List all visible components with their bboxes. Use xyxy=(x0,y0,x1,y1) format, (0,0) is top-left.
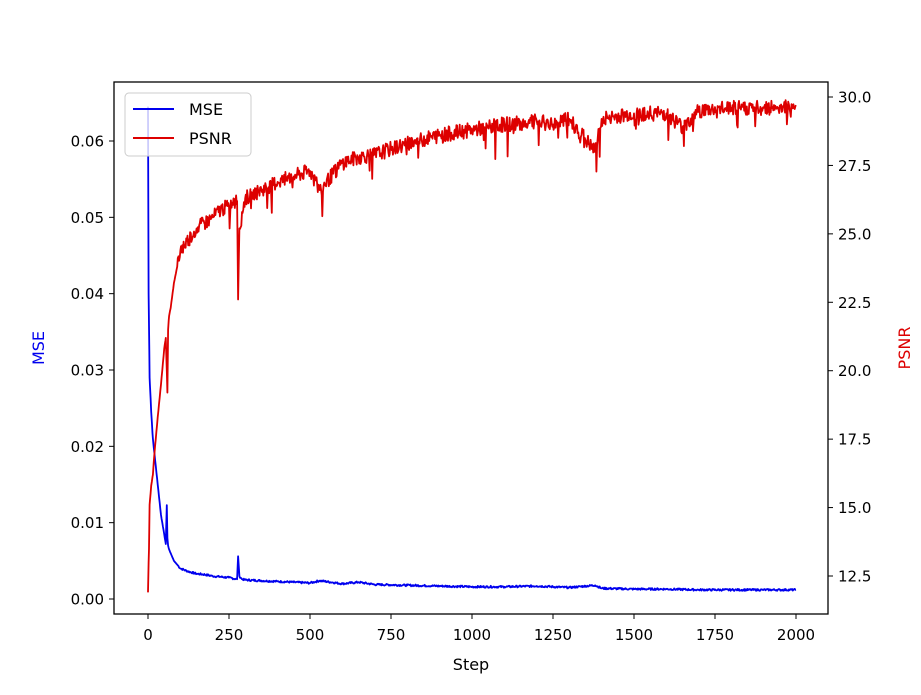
legend-mse-label: MSE xyxy=(189,100,223,119)
psnr-line xyxy=(147,99,797,593)
y-right-tick-label: 20.0 xyxy=(838,362,871,380)
x-tick-label: 750 xyxy=(377,626,406,644)
y-right-tick-label: 15.0 xyxy=(838,499,871,517)
y-right-tick-label: 12.5 xyxy=(838,568,871,586)
x-tick-label: 250 xyxy=(215,626,244,644)
x-tick-label: 0 xyxy=(143,626,153,644)
x-tick-label: 1750 xyxy=(696,626,734,644)
plot-frame xyxy=(113,81,829,615)
x-tick-label: 1250 xyxy=(534,626,572,644)
mse-line xyxy=(147,106,797,592)
y-left-tick-label: 0.06 xyxy=(71,133,104,151)
y-left-tick-label: 0.03 xyxy=(71,362,104,380)
series-layer xyxy=(147,99,797,593)
y-right-tick-label: 27.5 xyxy=(838,157,871,175)
y-right-tick-label: 25.0 xyxy=(838,225,871,243)
x-axis-label: Step xyxy=(453,655,489,674)
x-tick-label: 2000 xyxy=(777,626,815,644)
y-left-tick-label: 0.00 xyxy=(71,591,104,609)
x-axis: 0 250 500 750 1000 1250 1500 1750 2000 xyxy=(143,614,815,644)
y-right-tick-label: 22.5 xyxy=(838,294,871,312)
y-axis-left: 0.00 0.01 0.02 0.03 0.04 0.05 0.06 xyxy=(71,133,114,609)
legend-psnr-label: PSNR xyxy=(189,129,232,148)
x-tick-label: 1000 xyxy=(453,626,491,644)
legend: MSE PSNR xyxy=(124,92,252,157)
y-right-tick-label: 17.5 xyxy=(838,431,871,449)
y-left-tick-label: 0.04 xyxy=(71,285,104,303)
y-left-tick-label: 0.02 xyxy=(71,438,104,456)
y-right-tick-label: 30.0 xyxy=(838,89,871,107)
x-tick-label: 500 xyxy=(296,626,325,644)
y-axis-left-label: MSE xyxy=(29,331,48,365)
y-left-tick-label: 0.01 xyxy=(71,514,104,532)
x-tick-label: 1500 xyxy=(615,626,653,644)
y-axis-right-label: PSNR xyxy=(895,327,914,370)
y-left-tick-label: 0.05 xyxy=(71,209,104,227)
y-axis-right: 12.5 15.0 17.5 20.0 22.5 25.0 27.5 30.0 xyxy=(828,89,871,586)
legend-box xyxy=(124,92,252,157)
